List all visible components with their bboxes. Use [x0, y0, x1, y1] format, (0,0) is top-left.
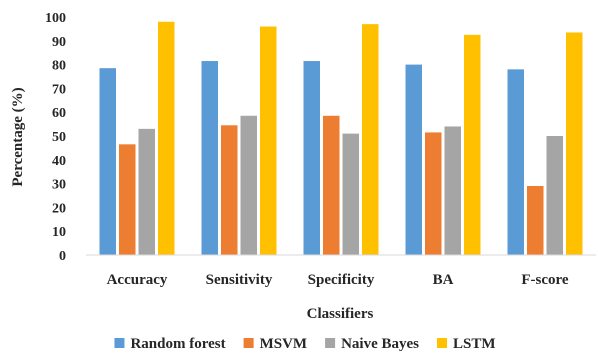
bar — [221, 125, 238, 255]
y-tick-label: 0 — [59, 249, 66, 264]
legend-item: LSTM — [437, 336, 496, 352]
y-axis-title: Percentage (%) — [10, 87, 26, 186]
y-tick-label: 70 — [52, 82, 66, 97]
legend-swatch — [437, 338, 448, 348]
legend: Random forest MSVM Naive Bayes LSTM — [114, 336, 496, 352]
y-tick-label: 90 — [52, 35, 66, 50]
bar — [527, 185, 544, 255]
bar — [303, 61, 320, 255]
y-tick-label: 50 — [52, 130, 66, 145]
x-tick-label: F-score — [521, 272, 569, 288]
bar — [119, 144, 136, 255]
bar — [260, 26, 277, 255]
legend-label: MSVM — [260, 336, 308, 352]
y-axis-ticks: 0 10 20 30 40 50 60 70 80 90 100 — [45, 11, 66, 264]
bar — [342, 133, 359, 255]
bar — [425, 132, 442, 255]
bars — [99, 21, 583, 256]
x-tick-label: Accuracy — [107, 272, 168, 288]
legend-item: MSVM — [243, 336, 308, 352]
legend-item: Naive Bayes — [325, 336, 419, 352]
legend-label: Naive Bayes — [341, 336, 419, 352]
x-tick-label: BA — [433, 272, 454, 288]
legend-label: Random forest — [130, 336, 225, 352]
y-tick-label: 60 — [52, 106, 66, 121]
y-tick-label: 40 — [52, 154, 66, 169]
bar — [201, 61, 218, 255]
bar — [158, 21, 175, 256]
x-axis-title: Classifiers — [307, 306, 374, 322]
y-tick-label: 20 — [52, 201, 66, 216]
bar — [362, 24, 379, 255]
bar — [138, 128, 155, 255]
y-tick-label: 100 — [45, 11, 66, 26]
bar — [323, 115, 340, 256]
bar — [444, 126, 461, 255]
legend-swatch — [114, 338, 125, 348]
legend-swatch — [243, 338, 254, 348]
legend-item: Random forest — [114, 336, 226, 352]
y-tick-label: 30 — [52, 178, 66, 193]
y-tick-label: 80 — [52, 59, 66, 74]
bar — [566, 32, 583, 255]
legend-label: LSTM — [453, 336, 496, 352]
bar — [240, 115, 257, 256]
x-tick-label: Specificity — [308, 272, 375, 288]
bar — [405, 64, 422, 255]
y-tick-label: 10 — [52, 225, 66, 240]
bar — [99, 68, 116, 255]
x-tick-label: Sensitivity — [206, 272, 273, 288]
bar — [464, 34, 481, 255]
bar — [546, 136, 563, 255]
bar — [507, 69, 524, 255]
x-axis-categories: Accuracy Sensitivity Specificity BA F-score — [107, 272, 569, 288]
legend-swatch — [325, 338, 336, 348]
